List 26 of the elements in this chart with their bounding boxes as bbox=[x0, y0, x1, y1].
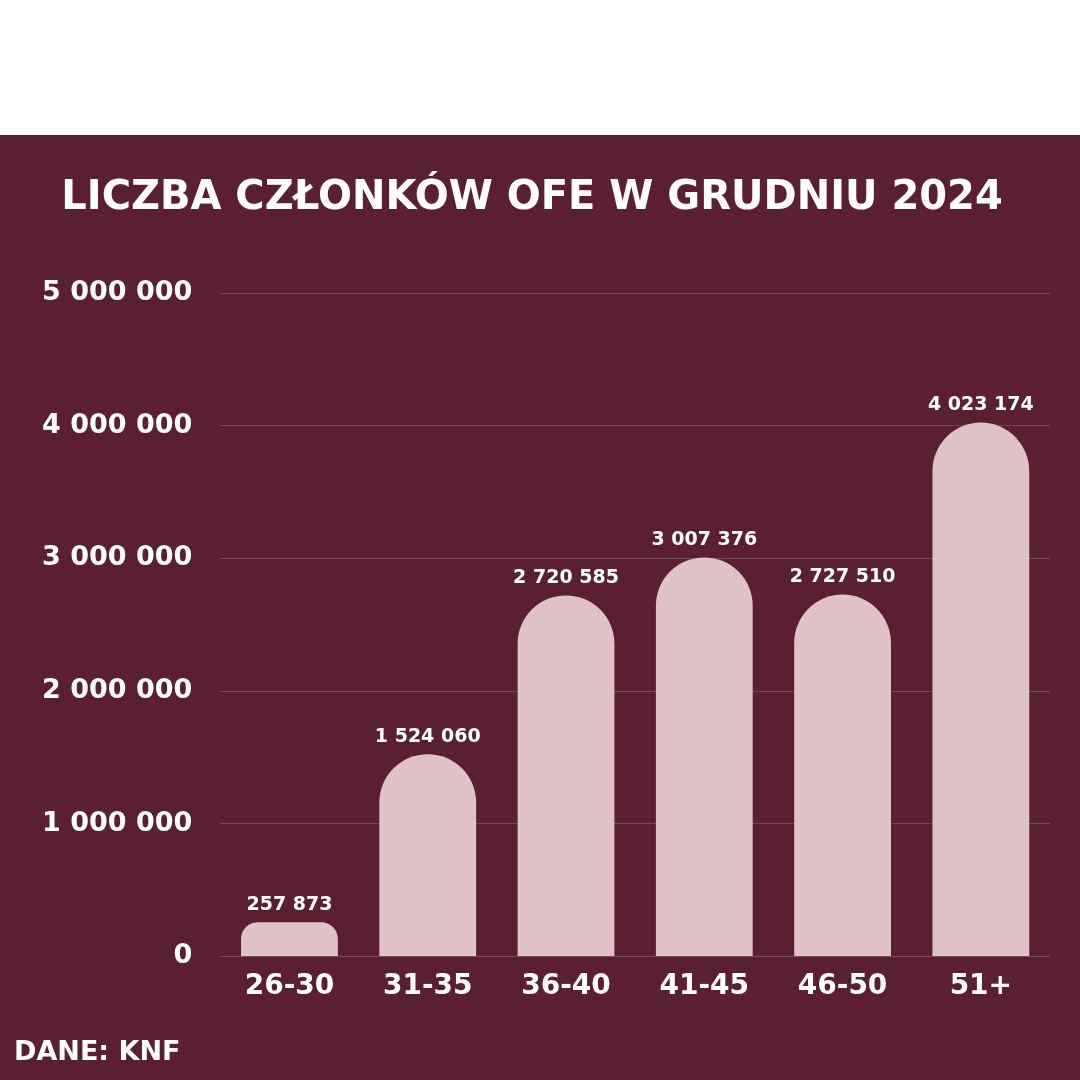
y-tick-label: 2 000 000 bbox=[41, 673, 193, 705]
data-label: 2 720 585 bbox=[513, 564, 619, 587]
data-label: 3 007 376 bbox=[651, 526, 758, 549]
bar bbox=[794, 594, 891, 956]
bar bbox=[517, 595, 615, 956]
x-tick-label: 31-35 bbox=[382, 968, 473, 1002]
text: DANE: KNF bbox=[14, 1035, 181, 1066]
data-label: 2 727 510 bbox=[789, 563, 896, 586]
y-tick-label: 5 000 000 bbox=[41, 275, 193, 307]
y-tick-label: 3 000 000 bbox=[41, 540, 193, 572]
y-tick-label: 1 000 000 bbox=[41, 805, 193, 837]
x-tick-label: 51+ bbox=[949, 968, 1013, 1002]
bar bbox=[379, 754, 477, 956]
y-tick-label: 0 bbox=[173, 938, 193, 970]
x-tick-label: 41-45 bbox=[659, 968, 750, 1002]
data-label: 1 524 060 bbox=[374, 723, 481, 746]
data-label: 257 873 bbox=[246, 891, 333, 914]
data-label: 4 023 174 bbox=[927, 392, 1034, 415]
x-tick-label: 46-50 bbox=[797, 968, 888, 1002]
bar bbox=[241, 922, 338, 956]
chart-title: LICZBA CZŁONKÓW OFE W GRUDNIU 2024 bbox=[61, 171, 1003, 219]
bar bbox=[932, 422, 1030, 956]
y-tick-label: 4 000 000 bbox=[41, 407, 193, 439]
bar bbox=[655, 557, 753, 956]
x-tick-label: 36-40 bbox=[521, 968, 611, 1002]
x-tick-label: 26-30 bbox=[244, 968, 335, 1002]
